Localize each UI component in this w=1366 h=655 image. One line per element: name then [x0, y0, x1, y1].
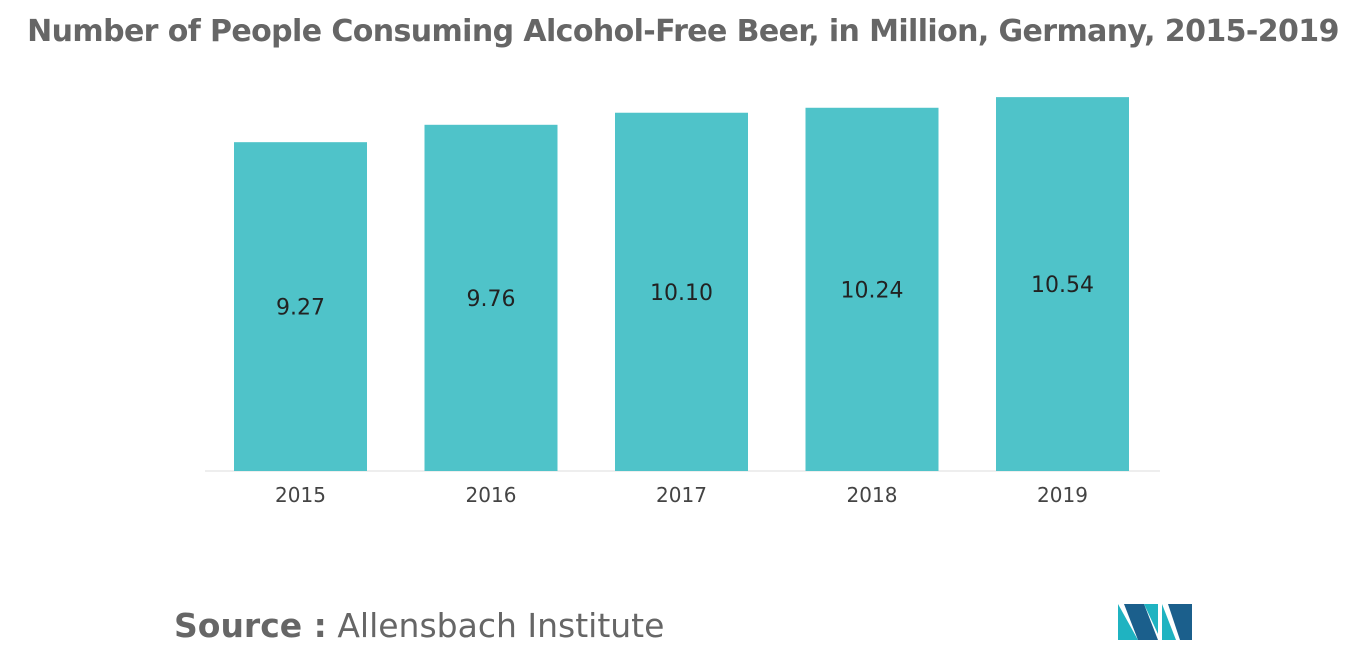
mordor-intelligence-logo-icon [1118, 604, 1192, 640]
data-label-2018: 10.24 [841, 278, 904, 303]
bar-chart: 9.27 9.76 10.10 10.24 10.54 2015 2016 2017 2018… [205, 97, 1160, 507]
data-label-2015: 9.27 [276, 296, 325, 321]
data-label-2016: 9.76 [467, 287, 516, 312]
x-tick-label-2016: 2016 [466, 483, 517, 507]
source-text: Allensbach Institute [326, 606, 665, 645]
bar-2016 [424, 124, 558, 471]
x-tick-label-2017: 2017 [656, 483, 707, 507]
x-tick-label-2018: 2018 [847, 483, 898, 507]
bar-2018 [805, 107, 939, 472]
x-tick-label-2019: 2019 [1037, 483, 1088, 507]
bar-2017 [615, 112, 748, 472]
bar-2015 [234, 142, 367, 471]
source-note: Source : Allensbach Institute [174, 606, 664, 645]
x-tick-label-2015: 2015 [275, 483, 326, 507]
data-label-2019: 10.54 [1031, 273, 1094, 298]
bar-2019 [996, 97, 1129, 472]
source-label: Source : [174, 606, 327, 645]
data-label-2017: 10.10 [650, 281, 713, 306]
chart-title: Number of People Consuming Alcohol-Free … [27, 14, 1339, 49]
